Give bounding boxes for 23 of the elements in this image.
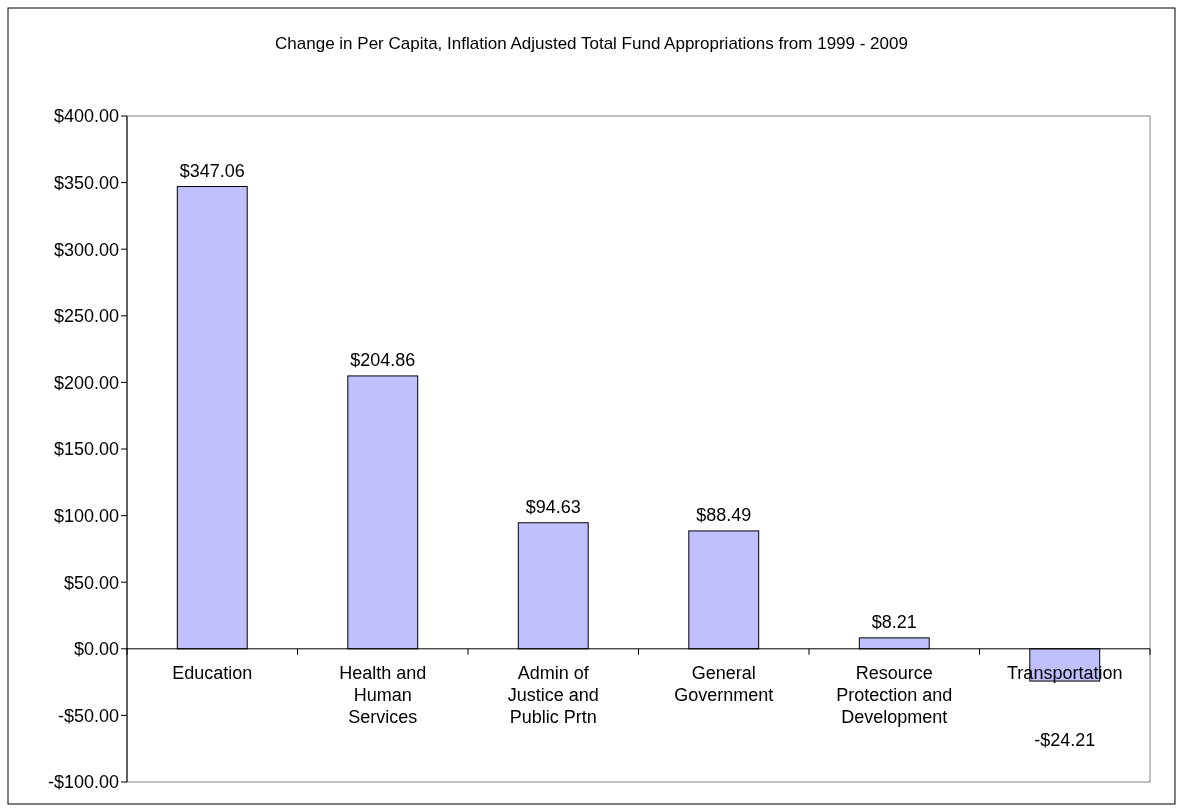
data-label: -$24.21 [1034,730,1096,751]
data-label: $8.21 [871,611,917,632]
x-tick-label: General Government [674,662,774,705]
y-tick-label: $200.00 [53,372,119,393]
y-tick-label: $250.00 [53,306,119,327]
data-label: $88.49 [696,504,752,525]
y-tick-label: $300.00 [53,239,119,260]
x-tick-label: Health and Human Services [339,662,427,727]
y-tick-label: $150.00 [53,439,119,460]
y-tick-label: $50.00 [63,572,119,593]
data-label: $347.06 [179,160,245,181]
y-tick-label: -$100.00 [47,772,119,793]
y-tick-label: $350.00 [53,172,119,193]
y-tick-label: -$50.00 [57,705,119,726]
x-tick-label: Admin of Justice and Public Prtn [507,662,599,727]
chart-title: Change in Per Capita, Inflation Adjusted Total Fund Appropriations from 1999 - 2009 [275,34,908,53]
y-tick-label: $100.00 [53,505,119,526]
data-label: $94.63 [525,496,581,517]
x-tick-label: Education [172,662,253,683]
data-label: $204.86 [350,349,416,370]
x-tick-label: Resource Protection and Development [836,662,953,727]
y-tick-label: $0.00 [73,639,119,660]
y-tick-label: $400.00 [53,106,119,127]
